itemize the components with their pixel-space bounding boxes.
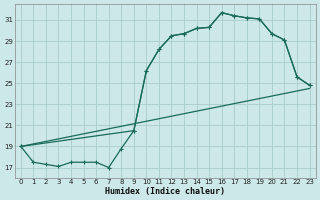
X-axis label: Humidex (Indice chaleur): Humidex (Indice chaleur) (105, 187, 225, 196)
